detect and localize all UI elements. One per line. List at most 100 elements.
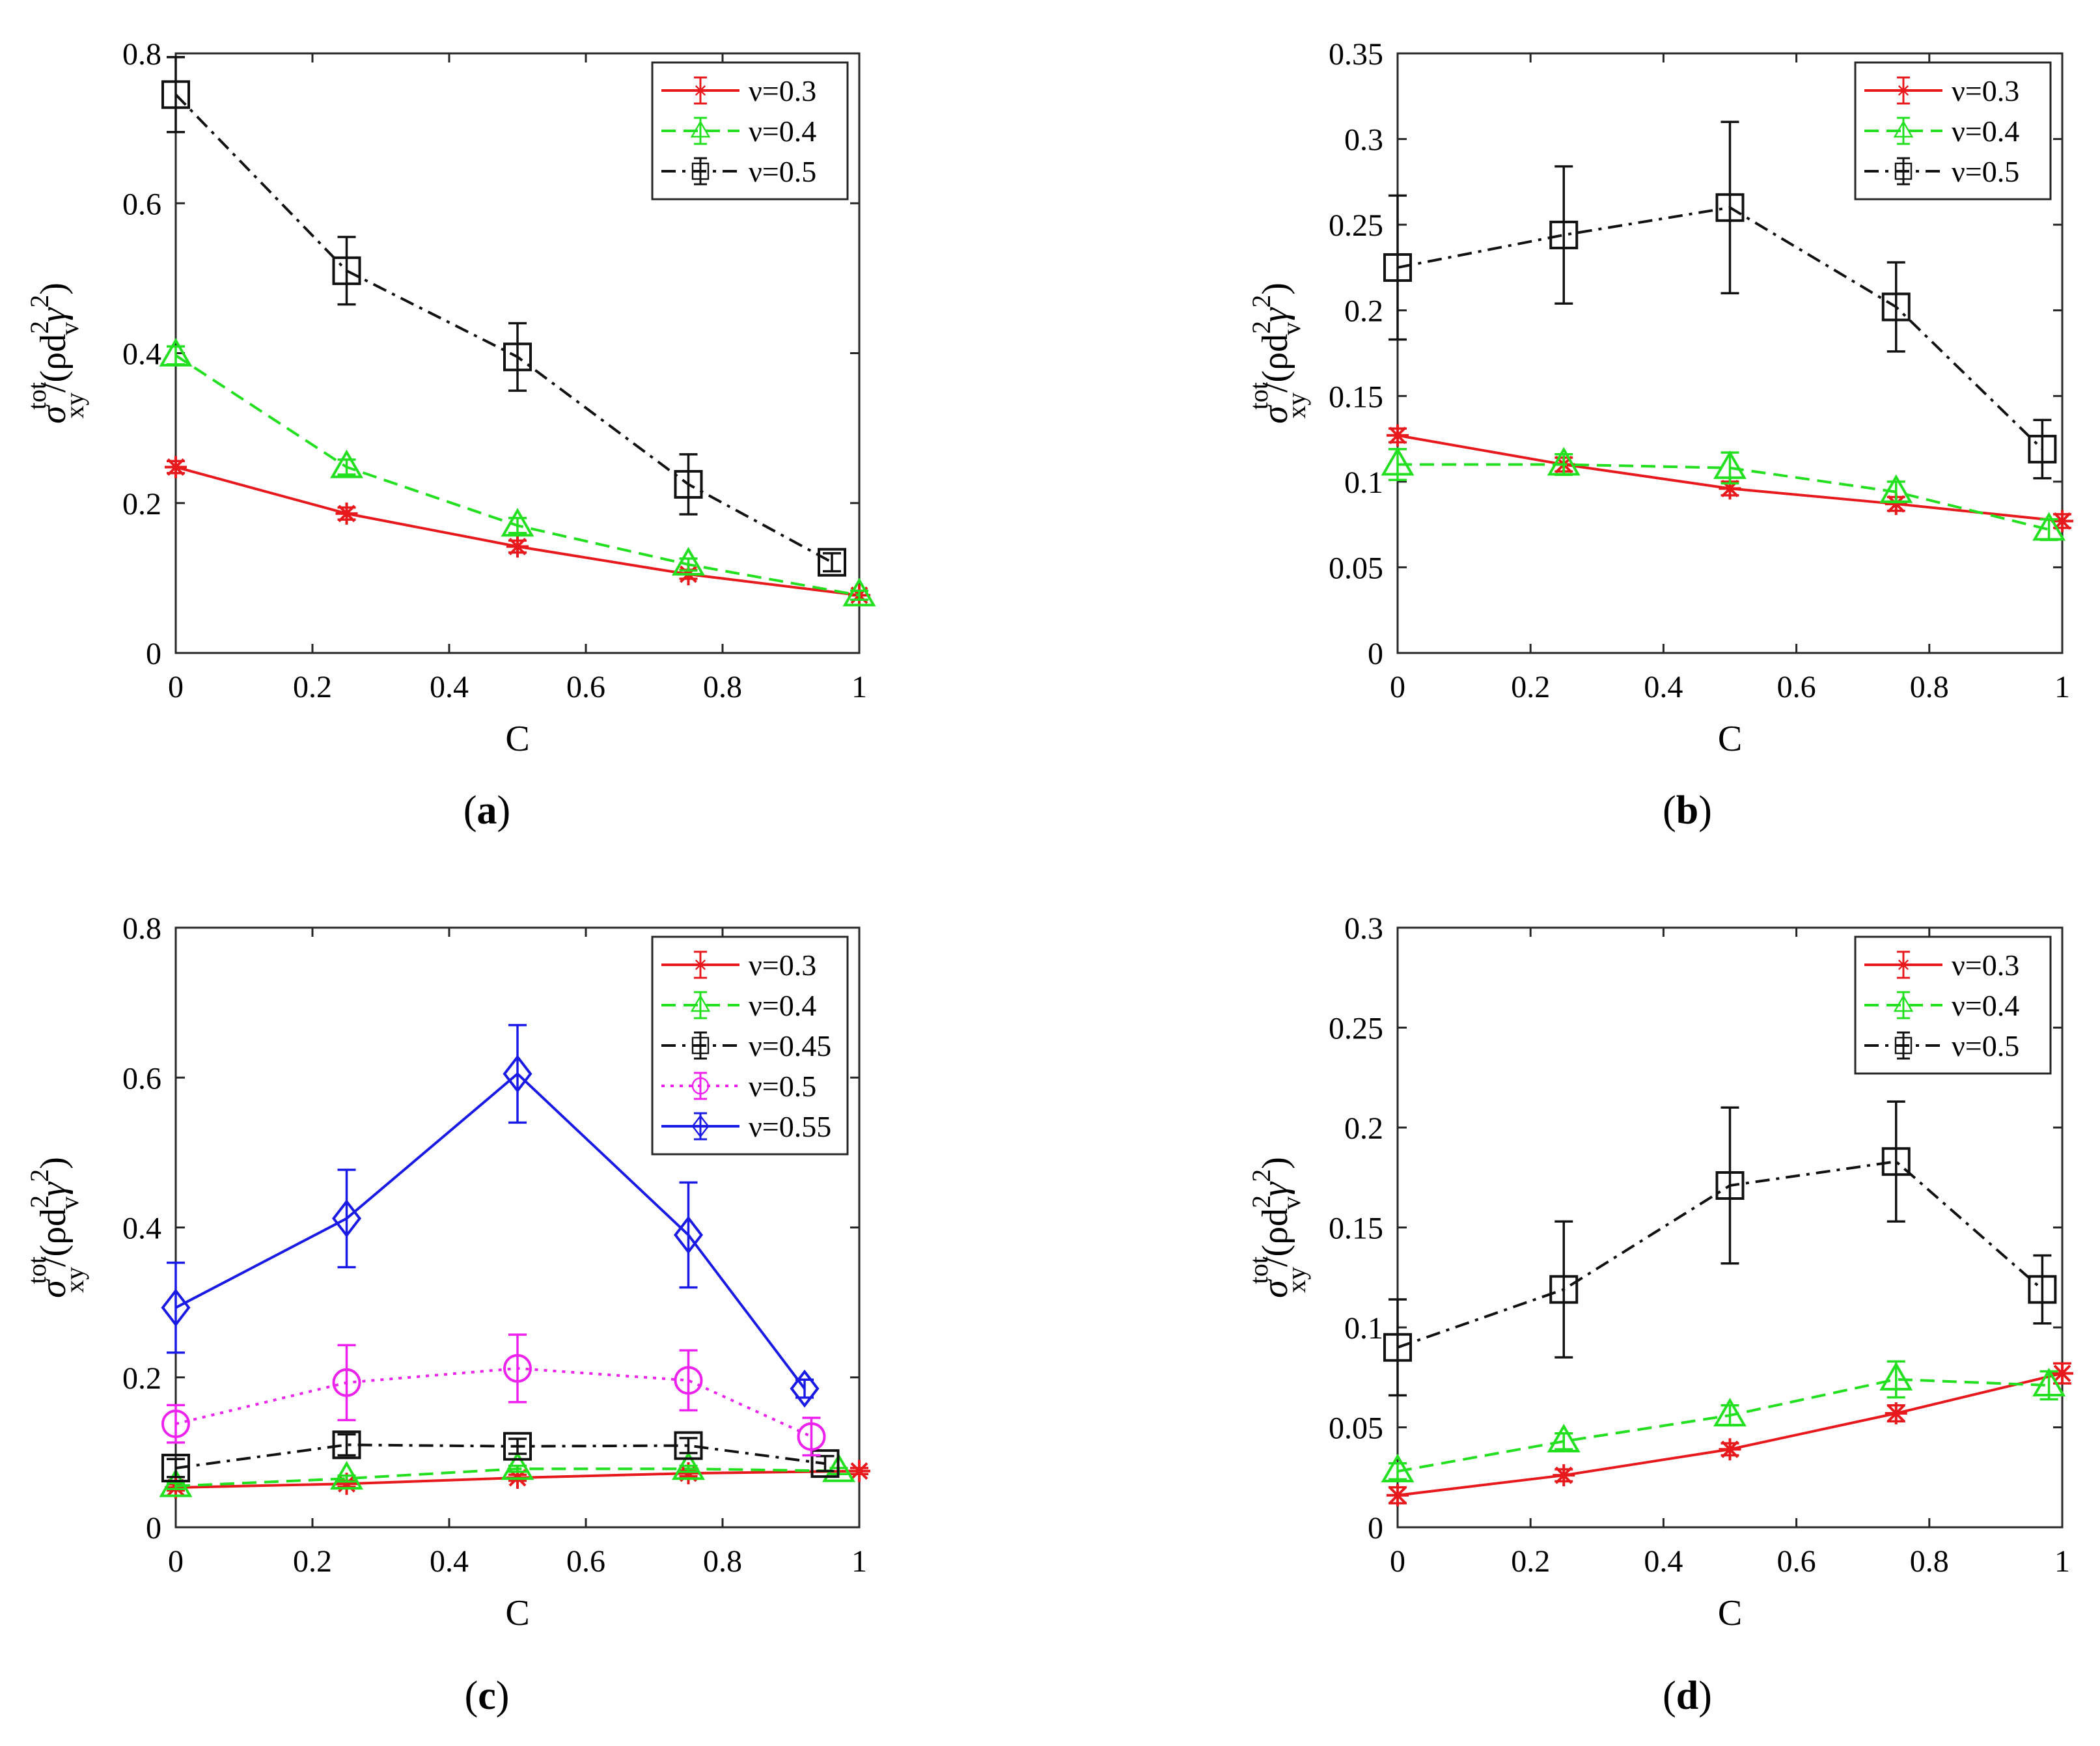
data-point <box>1879 474 1913 503</box>
data-point <box>161 1288 191 1327</box>
legend-marker <box>691 162 710 180</box>
legend-label: ν=0.55 <box>749 1110 831 1143</box>
y-tick-label: 0.3 <box>1344 911 1383 946</box>
data-point <box>842 577 876 607</box>
data-point <box>677 1462 700 1485</box>
data-point <box>503 1432 532 1461</box>
y-tick-label: 0 <box>1368 637 1383 671</box>
y-tick-label: 0.2 <box>122 1361 161 1396</box>
legend-marker <box>691 1036 710 1055</box>
y-tick-label: 0.05 <box>1329 1411 1383 1446</box>
y-tick-label: 0.1 <box>1344 465 1383 500</box>
legend-marker <box>1896 958 1911 972</box>
legend: ν=0.3 ν=0.4 ν=0.45 ν=0.5 ν=0.55 <box>651 935 849 1156</box>
data-point <box>1553 1464 1575 1487</box>
data-point <box>1719 477 1741 500</box>
legend-label: ν=0.4 <box>1952 989 2019 1022</box>
y-tick-label: 0.05 <box>1329 551 1383 585</box>
data-point <box>2051 1362 2073 1385</box>
data-point <box>1383 1333 1412 1362</box>
data-point <box>2051 510 2073 533</box>
x-tick-label: 0.2 <box>293 670 332 704</box>
y-tick-label: 0.2 <box>1344 294 1383 329</box>
legend-label: ν=0.5 <box>1952 155 2019 188</box>
data-point <box>2028 434 2057 464</box>
y-tick-label: 0.4 <box>122 337 161 372</box>
data-point <box>159 337 193 367</box>
y-tick-label: 0.2 <box>122 487 161 521</box>
y-tick-label: 0 <box>146 637 161 671</box>
x-tick-label: 0.6 <box>566 1544 605 1579</box>
legend-marker <box>1894 162 1913 180</box>
legend-label: ν=0.5 <box>749 155 816 188</box>
data-point <box>1547 1423 1581 1452</box>
data-point <box>1383 253 1412 282</box>
y-tick-label: 0.15 <box>1329 1212 1383 1246</box>
y-tick-label: 0.25 <box>1329 1012 1383 1046</box>
data-point <box>332 256 361 285</box>
data-point <box>159 1468 193 1497</box>
x-axis-label: C <box>1718 719 1742 759</box>
data-point <box>332 1430 361 1460</box>
legend-marker <box>693 83 708 98</box>
data-point <box>503 342 532 372</box>
series-ν=0.4 <box>1381 1360 2066 1483</box>
data-point <box>790 1369 820 1408</box>
axes-box <box>1396 52 2064 654</box>
data-point <box>672 1451 705 1480</box>
chart-panel-d: 0 0.2 0.4 0.6 0.8 1 0 0.05 0.1 0.15 0.2 0.25 0.3 Cν=0… <box>1329 911 2073 1718</box>
data-point <box>501 1451 534 1480</box>
data-point <box>331 1199 362 1238</box>
y-tick-label: 0.8 <box>122 37 161 72</box>
x-axis-label: C <box>505 719 529 759</box>
series-line <box>1397 206 2043 450</box>
data-point <box>1885 1402 1907 1425</box>
series-line <box>175 1366 812 1438</box>
legend-label: ν=0.3 <box>749 74 816 107</box>
series-line <box>175 1443 825 1470</box>
legend-label: ν=0.5 <box>749 1070 816 1103</box>
data-point <box>1549 1275 1579 1304</box>
data-point <box>330 1461 363 1490</box>
data-point <box>1713 1398 1747 1427</box>
x-tick-label: 0.6 <box>1777 1544 1816 1579</box>
chart-panel-c: 0 0.2 0.4 0.6 0.8 100.20.40.60.8Cν=0.3ν=0.4ν=… <box>122 911 870 1718</box>
chart-panel-a: 0 0.2 0.4 0.6 0.8 100.20.40.60.8Cν=0.3ν=0.4ν=… <box>122 37 876 833</box>
x-tick-label: 0 <box>1390 670 1405 704</box>
y-axis-label: σtot xy/(ρd2vγ2) <box>22 283 89 424</box>
y-tick-label: 0.4 <box>122 1212 161 1246</box>
x-tick-label: 0.8 <box>1910 1544 1949 1579</box>
x-tick-label: 0.8 <box>703 1544 742 1579</box>
y-tick-label: 0.2 <box>1344 1111 1383 1146</box>
legend-label: ν=0.5 <box>1952 1029 2019 1062</box>
x-axis-label: C <box>1718 1593 1742 1633</box>
data-point <box>335 1473 358 1495</box>
legend: ν=0.3 ν=0.4 ν=0.5 <box>1854 61 2052 201</box>
x-tick-label: 1 <box>851 670 867 704</box>
data-point <box>165 456 187 478</box>
data-point <box>672 547 705 576</box>
y-tick-label: 0.6 <box>122 1061 161 1096</box>
panel-caption: (b) <box>1663 788 1712 833</box>
legend-marker <box>691 1077 710 1095</box>
series-line <box>1397 1160 2043 1349</box>
legend-marker <box>691 1115 710 1138</box>
x-axis-label: C <box>505 1593 529 1633</box>
x-tick-label: 1 <box>2054 1544 2070 1579</box>
legend-label: ν=0.3 <box>749 949 816 982</box>
data-point <box>503 1353 532 1383</box>
y-tick-label: 0 <box>1368 1511 1383 1545</box>
data-point <box>2028 1275 2057 1304</box>
data-point <box>674 1431 703 1460</box>
y-tick-label: 0 <box>146 1511 161 1545</box>
x-tick-label: 1 <box>2054 670 2070 704</box>
x-tick-label: 0 <box>168 1544 184 1579</box>
data-point <box>673 1215 704 1254</box>
y-tick-label: 0.25 <box>1329 208 1383 243</box>
series-ν=0.4 <box>159 1451 855 1497</box>
y-axis-label: σtot xy/(ρd2vγ2) <box>22 1157 89 1298</box>
series-ν=0.5 <box>161 56 846 577</box>
x-tick-label: 0.8 <box>703 670 742 704</box>
data-point <box>1719 1438 1741 1461</box>
data-point <box>1715 1171 1745 1200</box>
